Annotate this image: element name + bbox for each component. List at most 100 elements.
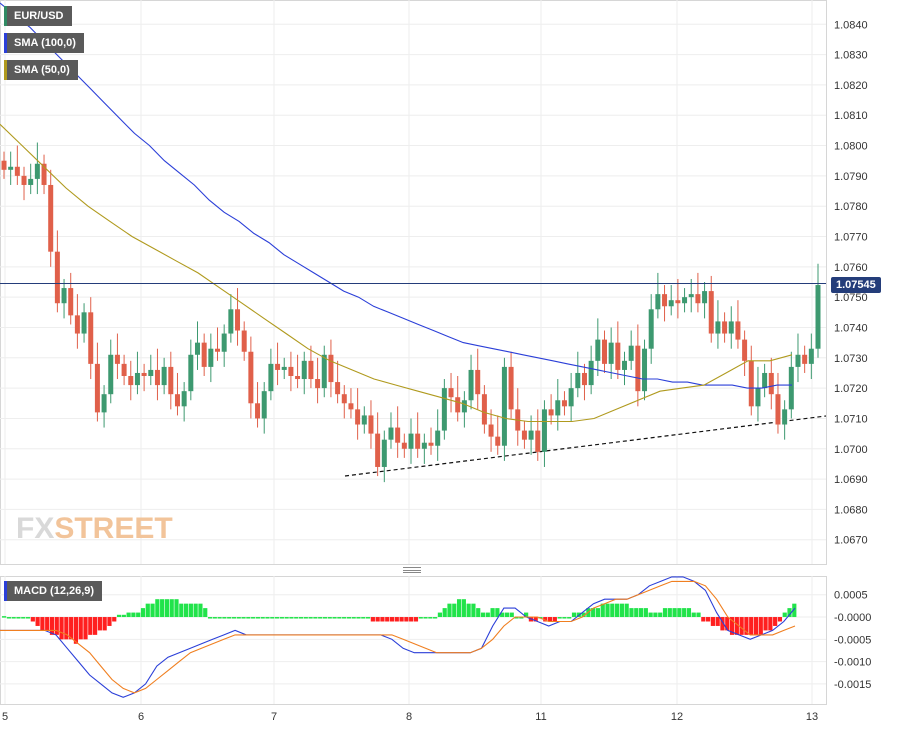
macd-hist-bar xyxy=(394,617,399,622)
candle-body xyxy=(1,160,7,170)
candle-body xyxy=(408,433,414,449)
price-tick-label: 1.0740 xyxy=(834,322,868,334)
candle-body xyxy=(94,363,100,413)
candle-body xyxy=(375,433,381,467)
macd-hist-bar xyxy=(514,617,519,619)
candle-body xyxy=(735,321,741,340)
legend-sma100[interactable]: SMA (100,0) xyxy=(4,33,84,53)
candle-body xyxy=(768,372,774,395)
macd-hist-bar xyxy=(155,599,160,618)
macd-hist-bar xyxy=(543,617,548,622)
legend-sma50-label: SMA (50,0) xyxy=(14,64,70,76)
candle-body xyxy=(114,354,120,364)
candle-body xyxy=(802,354,808,364)
macd-hist-bar xyxy=(35,617,40,626)
candle-body xyxy=(755,388,761,407)
macd-hist-bar xyxy=(552,617,557,622)
macd-hist-bar xyxy=(581,612,586,618)
candle-body xyxy=(782,409,788,425)
candle-body xyxy=(495,436,501,446)
macd-hist-bar xyxy=(303,617,308,619)
candle-body xyxy=(328,354,334,383)
macd-hist-bar xyxy=(787,608,792,618)
macd-hist-bar xyxy=(207,617,213,619)
trendline xyxy=(344,415,827,477)
macd-tick-label: 0.0005 xyxy=(834,590,868,602)
candle-body xyxy=(668,300,674,307)
macd-hist-bar xyxy=(298,617,304,619)
macd-hist-bar xyxy=(11,617,16,619)
panel-resize-handle[interactable] xyxy=(403,567,421,573)
macd-hist-bar xyxy=(380,617,385,622)
macd-hist-bar xyxy=(183,603,189,618)
candle-body xyxy=(241,330,247,352)
macd-hist-bar xyxy=(686,608,692,618)
price-tick-label: 1.0820 xyxy=(834,80,868,92)
candle-body xyxy=(188,354,194,392)
macd-hist-bar xyxy=(734,617,739,635)
macd-hist-bar xyxy=(83,617,88,640)
candle-body xyxy=(301,360,307,380)
macd-hist-bar xyxy=(782,612,787,618)
macd-hist-bar xyxy=(433,617,438,619)
macd-hist-bar xyxy=(509,612,514,618)
candle-body xyxy=(608,342,614,364)
candle-body xyxy=(275,363,281,370)
macd-hist-bar xyxy=(102,617,107,631)
macd-hist-bar xyxy=(634,608,639,618)
sma100-swatch xyxy=(4,33,7,53)
signal-line xyxy=(0,580,796,694)
candle-body xyxy=(415,433,421,449)
candle-body xyxy=(628,345,634,361)
candle-body xyxy=(748,360,754,407)
candle-body xyxy=(622,360,628,370)
macd-hist-bar xyxy=(193,603,198,618)
candle-body xyxy=(88,312,94,364)
candle-body xyxy=(461,400,467,413)
candle-body xyxy=(421,442,427,449)
candle-body xyxy=(708,291,714,334)
legend-macd[interactable]: MACD (12,26,9) xyxy=(4,581,103,601)
macd-hist-bar xyxy=(404,617,409,622)
macd-hist-bar xyxy=(164,599,170,618)
price-tick-label: 1.0690 xyxy=(834,474,868,486)
macd-hist-bar xyxy=(413,617,419,622)
legend-sma50[interactable]: SMA (50,0) xyxy=(4,60,78,80)
candle-body xyxy=(588,360,594,386)
price-panel-frame xyxy=(0,0,827,565)
macd-hist-bar xyxy=(179,603,184,618)
support-trendline xyxy=(344,415,827,477)
macd-hist-bar xyxy=(638,608,644,618)
candle-body xyxy=(788,366,794,410)
candle-body xyxy=(208,348,214,367)
candle-body xyxy=(702,291,708,304)
candle-body xyxy=(228,309,234,334)
symbol-swatch xyxy=(4,6,7,26)
macd-hist-bar xyxy=(6,617,11,619)
macd-hist-bar xyxy=(265,617,270,619)
macd-hist-bar xyxy=(327,617,332,619)
candle-body xyxy=(695,294,701,304)
macd-hist-bar xyxy=(78,617,83,640)
sma-lines xyxy=(0,2,793,423)
candle-body xyxy=(808,348,814,364)
macd-hist-bar xyxy=(600,603,605,618)
grid xyxy=(0,0,827,705)
candle-body xyxy=(528,430,534,440)
macd-hist-bar xyxy=(313,617,318,619)
macd-hist-bar xyxy=(792,603,797,618)
macd-hist-bar xyxy=(49,617,55,635)
candle-body xyxy=(221,333,227,352)
macd-hist-bar xyxy=(672,608,677,618)
macd-hist-bar xyxy=(667,608,672,618)
macd-hist-bar xyxy=(567,617,572,619)
legend-symbol[interactable]: EUR/USD xyxy=(4,6,72,26)
macd-hist-bar xyxy=(423,617,428,619)
macd-hist-bar xyxy=(54,617,59,635)
macd-hist-bar xyxy=(59,617,64,640)
candle-body xyxy=(181,391,187,407)
macd-hist-bar xyxy=(88,617,93,635)
candle-body xyxy=(41,163,47,185)
macd-hist-bar xyxy=(605,603,610,618)
candle-body xyxy=(61,288,67,304)
